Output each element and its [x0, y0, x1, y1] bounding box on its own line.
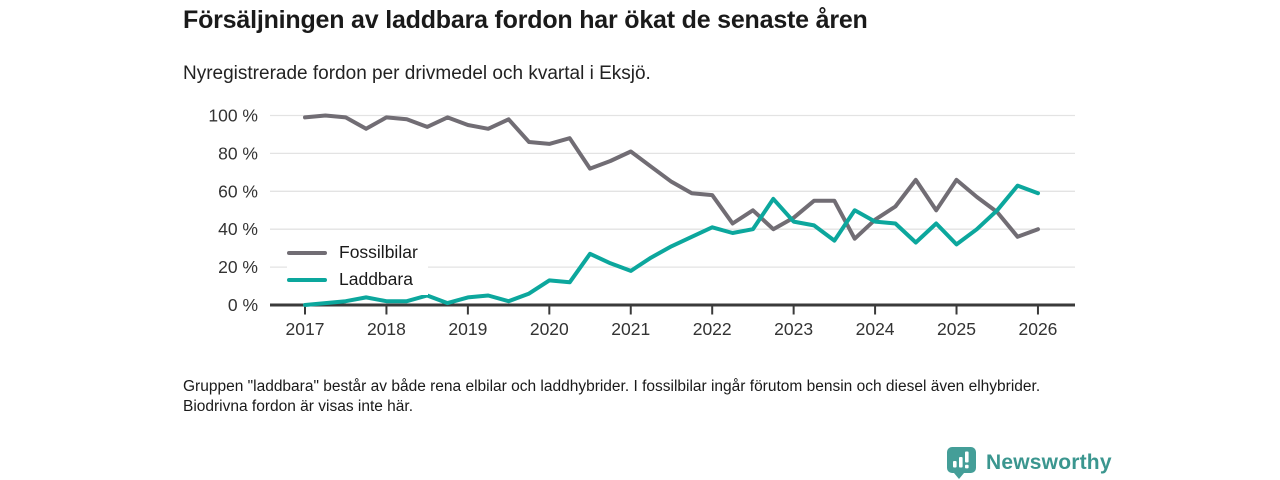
x-axis-tick-label: 2021 — [611, 319, 650, 339]
legend-item-laddbara: Laddbara — [287, 266, 418, 293]
newsworthy-pin-barchart-icon — [947, 447, 976, 479]
fossilbilar-line — [303, 113, 1040, 241]
laddbara-line-swatch — [287, 277, 327, 282]
x-axis-tick-label: 2026 — [1018, 319, 1057, 339]
chart-title: Försäljningen av laddbara fordon har öka… — [183, 6, 868, 34]
y-axis-tick-label: 60 % — [218, 181, 258, 201]
x-axis-tick-label: 2025 — [937, 319, 976, 339]
newsworthy-logo: Newsworthy — [946, 446, 1112, 480]
laddbara-line — [303, 183, 1040, 307]
x-axis-tick-label: 2017 — [286, 319, 325, 339]
legend-label-laddbara: Laddbara — [339, 269, 413, 289]
x-axis-tick-label: 2024 — [856, 319, 895, 339]
x-axis-tick-label: 2020 — [530, 319, 569, 339]
x-axis-tick-label: 2018 — [367, 319, 406, 339]
y-axis-tick-label: 20 % — [218, 257, 258, 277]
legend-label-fossilbilar: Fossilbilar — [339, 242, 418, 262]
legend-item-fossilbilar: Fossilbilar — [287, 239, 418, 266]
x-axis-tick-label: 2022 — [693, 319, 732, 339]
newsworthy-logo-text: Newsworthy — [986, 451, 1112, 474]
chart-subtitle: Nyregistrerade fordon per drivmedel och … — [183, 63, 651, 84]
x-axis-tick-label: 2019 — [448, 319, 487, 339]
chart-footnote: Gruppen "laddbara" består av både rena e… — [183, 378, 1041, 416]
chart-legend: Fossilbilar Laddbara — [287, 237, 428, 295]
y-axis-tick-label: 100 % — [208, 106, 258, 126]
fossilbilar-line-swatch — [287, 250, 327, 255]
y-axis-tick-label: 80 % — [218, 143, 258, 163]
y-axis-tick-label: 40 % — [218, 219, 258, 239]
y-axis-tick-label: 0 % — [228, 295, 258, 315]
x-axis-tick-label: 2023 — [774, 319, 813, 339]
